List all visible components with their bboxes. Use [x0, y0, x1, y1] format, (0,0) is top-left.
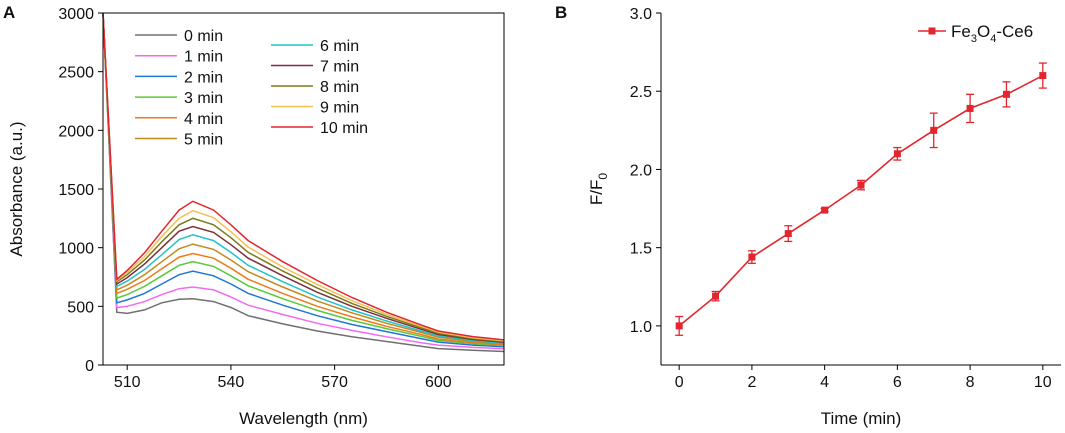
y-tick-label-b-3: 2.5	[630, 84, 652, 101]
series-line-0	[102, 12, 505, 353]
data-point-b-7	[929, 112, 938, 149]
data-point-b-6	[893, 146, 902, 161]
data-point-b-4	[820, 206, 829, 214]
legend-entry-a-5: 5 min	[135, 132, 223, 149]
marker-b-6	[893, 150, 901, 158]
legend-label-a-8: 8 min	[320, 79, 359, 96]
x-ticks-a: 510 540 570 600	[114, 365, 452, 391]
y-tick-label-a-3: 1500	[58, 182, 94, 199]
legend-entry-a-6: 6 min	[271, 38, 359, 55]
x-tick-label-b-4: 8	[966, 374, 975, 391]
legend-entry-a-4: 4 min	[135, 111, 223, 128]
data-point-b-8	[966, 93, 975, 124]
y-axis-label-b: F/F0	[587, 173, 610, 206]
legend-marker-b	[928, 27, 936, 35]
absorbance-series-group	[102, 12, 505, 353]
x-axis-label-a: Wavelength (nm)	[239, 409, 368, 428]
series-line-5	[102, 12, 505, 345]
x-tick-label-a-1: 540	[218, 374, 245, 391]
data-point-b-5	[857, 179, 865, 191]
legend-entry-a-2: 2 min	[135, 69, 223, 86]
legend-entry-a-3: 3 min	[135, 90, 223, 107]
marker-b-0	[675, 322, 683, 330]
data-point-b-1	[711, 290, 720, 302]
data-point-b-2	[747, 250, 756, 264]
marker-b-1	[712, 292, 720, 300]
fluorescence-line	[678, 74, 1044, 327]
legend-entry-a-10: 10 min	[271, 120, 368, 137]
fluorescence-chart: 0 2 4 6 8 10 1.0 1.5 2.0 2.5 3.0 Fe3O4-Ce6 Time (m…	[587, 6, 1061, 428]
x-tick-label-b-3: 6	[893, 374, 902, 391]
x-tick-label-b-1: 2	[747, 374, 756, 391]
series-line-6	[102, 12, 505, 344]
legend-label-a-1: 1 min	[184, 49, 223, 66]
x-tick-label-a-3: 600	[425, 374, 452, 391]
marker-b-7	[930, 126, 938, 134]
y-tick-label-b-1: 1.5	[630, 241, 652, 258]
marker-b-8	[966, 104, 974, 112]
x-tick-label-b-2: 4	[820, 374, 829, 391]
panel-label-b: B	[555, 3, 567, 22]
y-tick-label-a-5: 2500	[58, 65, 94, 82]
x-axis-label-b: Time (min)	[821, 409, 902, 428]
legend-label-a-2: 2 min	[184, 69, 223, 86]
legend-entry-a-0: 0 min	[135, 28, 223, 45]
legend-a: 0 min 1 min 2 min 3 min 4 min 5 min 6 min 7 min…	[135, 28, 368, 149]
series-line-2	[102, 12, 505, 348]
panel-label-a: A	[3, 3, 15, 22]
x-tick-label-a-2: 570	[321, 374, 348, 391]
y-tick-label-a-2: 1000	[58, 241, 94, 258]
y-tick-label-a-0: 0	[85, 358, 94, 375]
series-line-10	[102, 12, 505, 341]
legend-label-a-7: 7 min	[320, 59, 359, 76]
x-tick-label-a-0: 510	[114, 374, 141, 391]
y-tick-label-a-1: 500	[67, 299, 94, 316]
legend-b: Fe3O4-Ce6	[918, 22, 1033, 45]
data-point-b-10	[1038, 62, 1047, 89]
y-tick-label-a-4: 2000	[58, 123, 94, 140]
legend-entry-a-1: 1 min	[135, 49, 223, 66]
y-tick-label-a-6: 3000	[58, 6, 94, 23]
marker-b-2	[748, 253, 756, 261]
marker-b-10	[1039, 72, 1047, 80]
ticks-b: 0 2 4 6 8 10 1.0 1.5 2.0 2.5 3.0	[630, 6, 1052, 391]
legend-entry-a-7: 7 min	[271, 59, 359, 76]
absorbance-chart: 510 540 570 600 0 500 1000 1500 2000 2500 3000 0 …	[7, 6, 505, 428]
marker-b-5	[857, 181, 865, 189]
data-point-b-9	[1002, 81, 1011, 108]
marker-b-9	[1002, 90, 1010, 98]
y-tick-label-b-0: 1.0	[630, 319, 652, 336]
data-point-b-3	[784, 225, 793, 243]
y-tick-label-b-4: 3.0	[630, 6, 652, 23]
legend-label-a-5: 5 min	[184, 132, 223, 149]
series-line-4	[102, 12, 505, 346]
legend-label-b: Fe3O4-Ce6	[951, 22, 1033, 45]
y-axis-label-a: Absorbance (a.u.)	[7, 121, 26, 256]
series-line-7	[102, 12, 505, 343]
legend-label-a-3: 3 min	[184, 90, 223, 107]
series-line-9	[102, 12, 505, 342]
fluorescence-points	[675, 62, 1047, 336]
x-tick-label-b-0: 0	[675, 374, 684, 391]
series-line-3	[102, 12, 505, 347]
legend-label-a-4: 4 min	[184, 111, 223, 128]
marker-b-3	[784, 230, 792, 238]
series-line-1	[102, 12, 505, 350]
legend-label-a-0: 0 min	[184, 28, 223, 45]
legend-label-a-6: 6 min	[320, 38, 359, 55]
y-ticks-a: 0 500 1000 1500 2000 2500 3000	[58, 6, 103, 375]
legend-entry-a-8: 8 min	[271, 79, 359, 96]
y-tick-label-b-2: 2.0	[630, 162, 652, 179]
legend-label-a-10: 10 min	[320, 120, 368, 137]
data-point-b-0	[675, 315, 684, 336]
series-line-8	[102, 12, 505, 343]
marker-b-4	[821, 206, 829, 214]
legend-label-a-9: 9 min	[320, 100, 359, 117]
legend-entry-a-9: 9 min	[271, 100, 359, 117]
x-tick-label-b-5: 10	[1034, 374, 1052, 391]
